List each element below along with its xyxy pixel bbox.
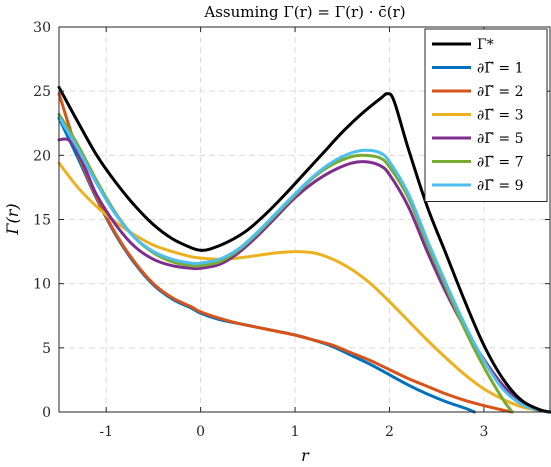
series-line [57, 115, 551, 414]
y-tick-label: 20 [33, 148, 51, 164]
y-axis-label: Γ(r) [3, 203, 22, 235]
legend-label: ∂Γ̃ = 9 [477, 178, 524, 194]
legend-label: ∂Γ̃ = 5 [477, 131, 524, 147]
legend-label: ∂Γ̃ = 1 [477, 61, 524, 77]
x-tick-label: -1 [99, 424, 113, 440]
legend: Γ* ∂Γ̃ = 1 ∂Γ̃ = 2 ∂Γ̃ = 3 ∂Γ̃ = 5 ∂Γ̃ = 7 ∂Γ̃… [424, 28, 548, 202]
x-tick-label: 1 [291, 424, 300, 440]
series-line [57, 85, 551, 414]
y-tick-label: 5 [42, 341, 51, 357]
y-tick-label: 15 [33, 213, 51, 229]
x-tick-label: 3 [479, 424, 488, 440]
series-line [57, 161, 551, 414]
legend-label: ∂Γ̃ = 7 [477, 155, 524, 171]
x-tick-label: 2 [385, 424, 394, 440]
y-tick-label: 0 [42, 405, 51, 421]
legend-label: Γ* [477, 37, 494, 53]
x-axis-label: r [301, 446, 310, 465]
grid [59, 27, 550, 412]
x-tick-label: 0 [196, 424, 205, 440]
y-tick-label: 10 [33, 277, 51, 293]
chart-title: Assuming Γ(r) = Γ(r) · c̄(r) [203, 3, 405, 21]
y-tick-label: 25 [33, 84, 51, 100]
y-tick-label: 30 [33, 20, 51, 36]
series-line [57, 92, 514, 414]
legend-label: ∂Γ̃ = 3 [477, 108, 524, 124]
series-layer [57, 85, 551, 414]
legend-label: ∂Γ̃ = 2 [477, 84, 524, 100]
